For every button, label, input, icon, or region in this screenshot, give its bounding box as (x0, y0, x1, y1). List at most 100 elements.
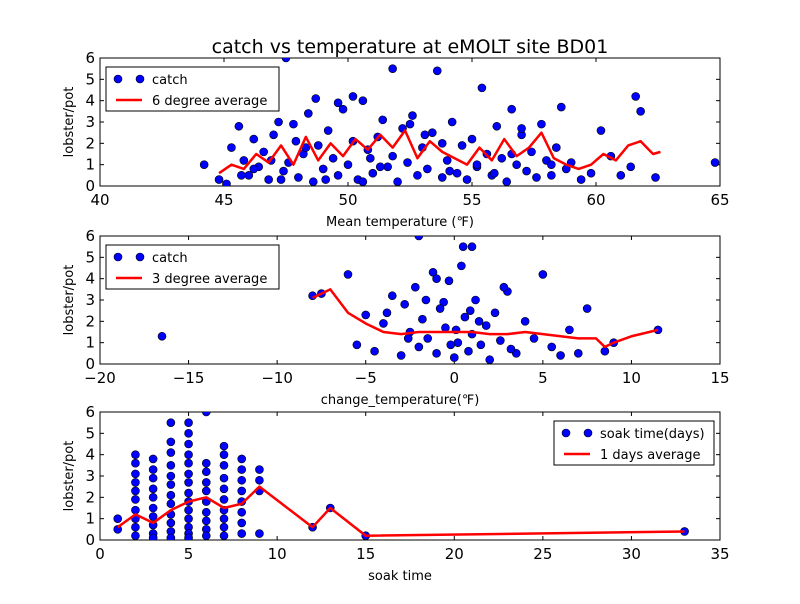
plot-data (157, 236, 663, 364)
data-point (556, 351, 565, 360)
data-point (166, 480, 176, 489)
data-point (388, 151, 397, 161)
data-point (343, 270, 353, 279)
data-point (552, 143, 561, 152)
data-point (547, 171, 556, 180)
data-point (184, 458, 193, 468)
data-point (453, 338, 463, 347)
data-point (279, 166, 288, 176)
data-point (237, 465, 247, 474)
data-point (460, 312, 470, 322)
data-point (201, 467, 211, 477)
data-point (249, 134, 259, 144)
data-point (439, 297, 448, 307)
x-tick-label: 45 (214, 191, 233, 209)
data-point (512, 160, 521, 169)
x-axis-label: soak time (368, 569, 432, 584)
data-point (502, 177, 512, 186)
data-point (452, 168, 462, 178)
data-point (219, 473, 229, 483)
x-tick-label: −20 (84, 369, 116, 387)
x-tick-label: 65 (710, 191, 729, 209)
data-point (237, 454, 247, 464)
data-point (184, 429, 193, 438)
data-point (237, 529, 247, 538)
data-point (131, 450, 140, 459)
data-point (626, 162, 636, 172)
legend-label: 6 degree average (152, 94, 267, 109)
data-point (517, 124, 526, 133)
data-point (421, 295, 431, 305)
data-point (457, 261, 466, 271)
x-tick-label: 40 (90, 191, 109, 209)
x-tick-label: 30 (622, 545, 641, 563)
data-point (321, 175, 330, 184)
x-tick-label: 55 (462, 191, 481, 209)
x-tick-label: 10 (622, 369, 641, 387)
data-point (467, 134, 477, 144)
data-point (308, 177, 318, 186)
data-point (432, 66, 442, 76)
data-point (631, 92, 640, 101)
data-point (148, 484, 158, 494)
data-point (393, 177, 402, 186)
data-point (311, 94, 321, 103)
y-tick-label: 4 (85, 446, 95, 464)
data-point (239, 156, 249, 165)
y-tick-label: 1 (85, 156, 95, 174)
data-point (259, 147, 268, 157)
data-point (166, 499, 176, 509)
data-point (157, 331, 167, 341)
data-point (255, 529, 264, 538)
y-tick-label: 6 (85, 227, 95, 245)
legend-box (553, 420, 715, 466)
data-point (148, 533, 158, 540)
data-point (403, 334, 413, 343)
data-point (420, 130, 430, 140)
y-axis-label: lobster/pot (62, 87, 77, 158)
y-tick-label: 5 (85, 70, 95, 88)
data-point (437, 173, 447, 182)
x-tick-label: 0 (450, 369, 460, 387)
data-point (148, 493, 158, 502)
data-point (148, 465, 158, 474)
x-axis-label: change_temperature(℉) (321, 393, 480, 408)
data-point (184, 439, 193, 449)
data-point (131, 531, 140, 540)
data-point (131, 458, 140, 468)
data-point (237, 171, 246, 180)
data-point (219, 461, 229, 470)
data-point (219, 522, 229, 532)
data-point (444, 276, 454, 286)
data-point (304, 109, 313, 118)
data-point (547, 342, 557, 352)
data-point (538, 270, 548, 279)
data-point (219, 531, 229, 540)
data-point (338, 104, 348, 114)
y-tick-label: 3 (85, 113, 95, 131)
x-tick-label: 0 (95, 545, 105, 563)
x-tick-label: 25 (533, 545, 552, 563)
x-tick-label: 15 (356, 545, 375, 563)
data-point (166, 461, 176, 470)
data-point (237, 507, 247, 517)
data-point (184, 450, 193, 459)
data-point (201, 507, 211, 517)
data-point (343, 160, 353, 169)
legend-box (105, 66, 280, 112)
data-point (432, 349, 441, 358)
data-point (166, 437, 176, 447)
data-point (596, 126, 606, 135)
x-tick-label: 5 (184, 545, 194, 563)
data-point (467, 242, 477, 251)
y-tick-label: 1 (85, 334, 95, 352)
data-point (710, 158, 720, 167)
data-point (219, 495, 229, 504)
chart-panel-2: −20 −15 −10 −5 0 5 10 15 0 1 2 3 4 5 6 change_temperatu… (62, 227, 730, 408)
data-point (413, 171, 422, 180)
data-point (506, 344, 516, 354)
data-point (113, 525, 123, 534)
legend-marker (135, 74, 145, 84)
